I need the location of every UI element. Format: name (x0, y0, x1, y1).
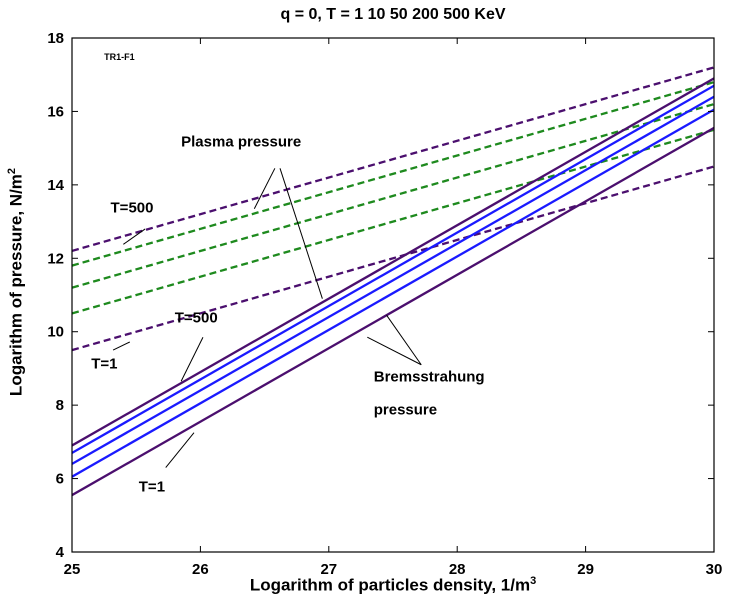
y-axis-label: Logarithm of pressure, N/m2 (6, 152, 30, 412)
x-axis-label: Logarithm of particles density, 1/m3 (72, 575, 714, 596)
y-tick-label: 8 (56, 397, 64, 414)
y-tick-label: 14 (47, 177, 64, 194)
annotation-brems-t1: T=1 (139, 478, 165, 495)
series-line-brems-t50 (72, 95, 714, 465)
annotation-arrow-brems-label (367, 336, 422, 366)
y-tick-label: 4 (56, 544, 65, 561)
series-line-brems-t500 (72, 77, 714, 447)
y-axis-label-text: Logarithm of pressure, N/m (6, 174, 26, 397)
series-line-plasma-t10 (72, 128, 714, 315)
y-tick-label: 18 (47, 30, 64, 47)
x-tick-label: 27 (320, 561, 337, 578)
annotation-plasma-label: Plasma pressure (181, 133, 301, 150)
series-line-plasma-t500 (72, 66, 714, 253)
series-line-plasma-t1 (72, 165, 714, 352)
series-line-brems-t200 (72, 84, 714, 454)
x-tick-label: 25 (64, 561, 81, 578)
annotation-brems-t500: T=500 (175, 310, 218, 327)
x-tick-label: 30 (706, 561, 723, 578)
series-line-brems-t1 (72, 126, 714, 497)
y-axis-label-sup: 2 (6, 167, 18, 175)
annotation-arrow-brems-t1 (165, 432, 195, 468)
annotation-arrow-plasma-label (253, 168, 276, 209)
annotation-arrow-brems-label (386, 314, 422, 366)
annotation-brems-label-2: pressure (374, 401, 437, 418)
series-line-plasma-t50 (72, 102, 714, 289)
series-line-plasma-t200 (72, 80, 714, 267)
annotation-arrow-plasma-t1 (112, 341, 130, 351)
y-tick-label: 12 (47, 250, 64, 267)
chart-title: q = 0, T = 1 10 50 200 500 KeV (280, 6, 506, 23)
x-tick-label: 28 (449, 561, 466, 578)
annotation-arrow-plasma-t500 (123, 228, 146, 245)
y-tick-label: 6 (56, 471, 64, 488)
annotation-plasma-t1: T=1 (91, 355, 117, 372)
annotation-plasma-t500: T=500 (111, 199, 154, 216)
y-tick-label: 10 (47, 324, 64, 341)
x-tick-label: 29 (577, 561, 594, 578)
y-tick-label: 16 (47, 103, 64, 120)
x-tick-label: 26 (192, 561, 209, 578)
annotation-arrow-plasma-label (279, 168, 323, 299)
x-axis-label-text: Logarithm of particles density, 1/m (249, 575, 531, 595)
annotation-brems-label: Bremsstrahung (374, 368, 485, 385)
x-axis-label-sup: 3 (530, 575, 537, 587)
annotation-arrow-brems-t500 (180, 336, 204, 382)
axes-frame (71, 37, 715, 553)
series-line-brems-t10 (72, 108, 714, 478)
annotation-tag: TR1-F1 (104, 52, 135, 62)
